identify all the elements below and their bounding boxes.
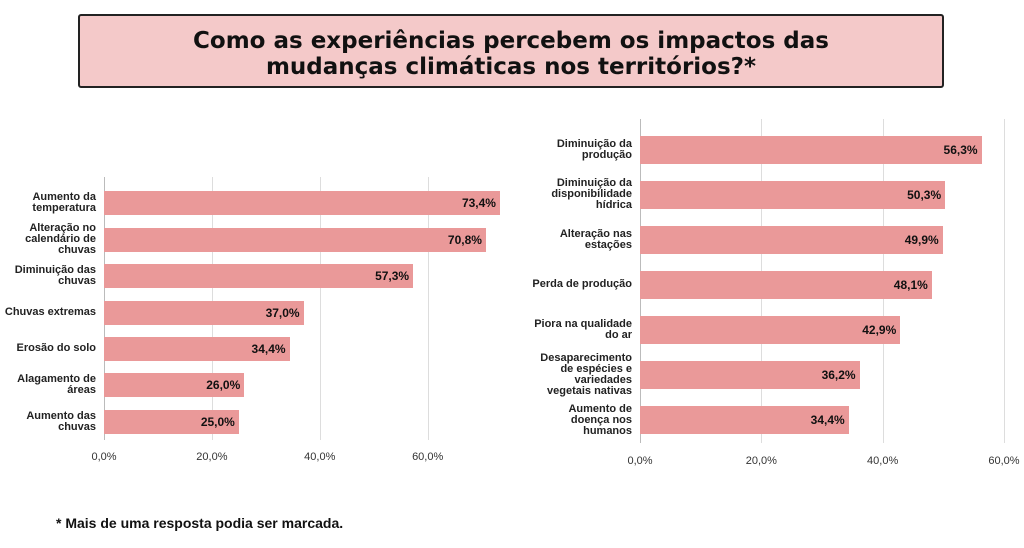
bar — [640, 225, 943, 254]
bar — [640, 135, 982, 164]
bar — [640, 361, 860, 390]
x-tick-label: 0,0% — [627, 455, 653, 467]
x-tick-label: 40,0% — [304, 451, 336, 463]
value-label: 34,4% — [251, 341, 286, 356]
value-label: 57,3% — [375, 269, 410, 284]
bar — [104, 227, 486, 252]
bar — [104, 264, 414, 289]
value-label: 25,0% — [200, 414, 235, 429]
x-tick-label: 0,0% — [91, 451, 117, 463]
bar — [104, 191, 500, 216]
category-label: Diminuição da produção — [556, 137, 632, 161]
bar — [640, 180, 946, 209]
bar — [104, 300, 304, 325]
category-label: Diminuição das chuvas — [14, 264, 96, 288]
category-label: Erosão do solo — [16, 342, 96, 355]
grid-line — [1004, 119, 1005, 443]
category-label: Diminuição da disponibilidade hídrica — [551, 177, 632, 212]
category-label: Aumento das chuvas — [26, 409, 96, 433]
x-tick-label: 60,0% — [412, 451, 444, 463]
bar — [640, 271, 932, 299]
bar — [104, 336, 290, 361]
category-label: Alagamento de áreas — [17, 373, 96, 397]
value-label: 26,0% — [206, 378, 241, 393]
bar — [640, 316, 901, 345]
category-label: Chuvas extremas — [4, 305, 96, 318]
category-label: Alteração no calendário de chuvas — [25, 222, 96, 257]
value-label: 50,3% — [907, 187, 942, 202]
bar — [640, 406, 849, 435]
grid-line — [319, 177, 321, 440]
value-label: 49,9% — [904, 232, 939, 247]
x-tick-label: 20,0% — [196, 451, 228, 463]
x-tick-label: 40,0% — [867, 455, 899, 467]
category-label: Desaparecimento de espécies e variedades… — [540, 352, 632, 398]
category-label: Piora na qualidade do ar — [534, 318, 632, 342]
value-label: 73,4% — [461, 196, 496, 211]
value-label: 48,1% — [893, 278, 928, 292]
value-label: 37,0% — [265, 305, 300, 320]
value-label: 42,9% — [862, 323, 897, 338]
grid-line — [427, 177, 429, 440]
value-label: 34,4% — [810, 413, 845, 428]
footnote: * Mais de uma resposta podia ser marcada… — [56, 515, 344, 531]
category-label: Aumento de doença nos humanos — [568, 402, 632, 437]
bar — [104, 409, 239, 434]
value-label: 70,8% — [447, 232, 482, 247]
value-label: 56,3% — [943, 142, 978, 157]
category-label: Aumento da temperatura — [32, 191, 96, 215]
title: Como as experiências percebem os impacto… — [193, 28, 829, 80]
x-tick-label: 20,0% — [745, 455, 777, 467]
category-label: Alteração nas estações — [559, 227, 632, 251]
title-banner — [78, 14, 944, 88]
x-tick-label: 60,0% — [988, 455, 1020, 467]
value-label: 36,2% — [821, 368, 856, 383]
bar — [104, 373, 245, 398]
category-label: Perda de produção — [532, 278, 632, 291]
